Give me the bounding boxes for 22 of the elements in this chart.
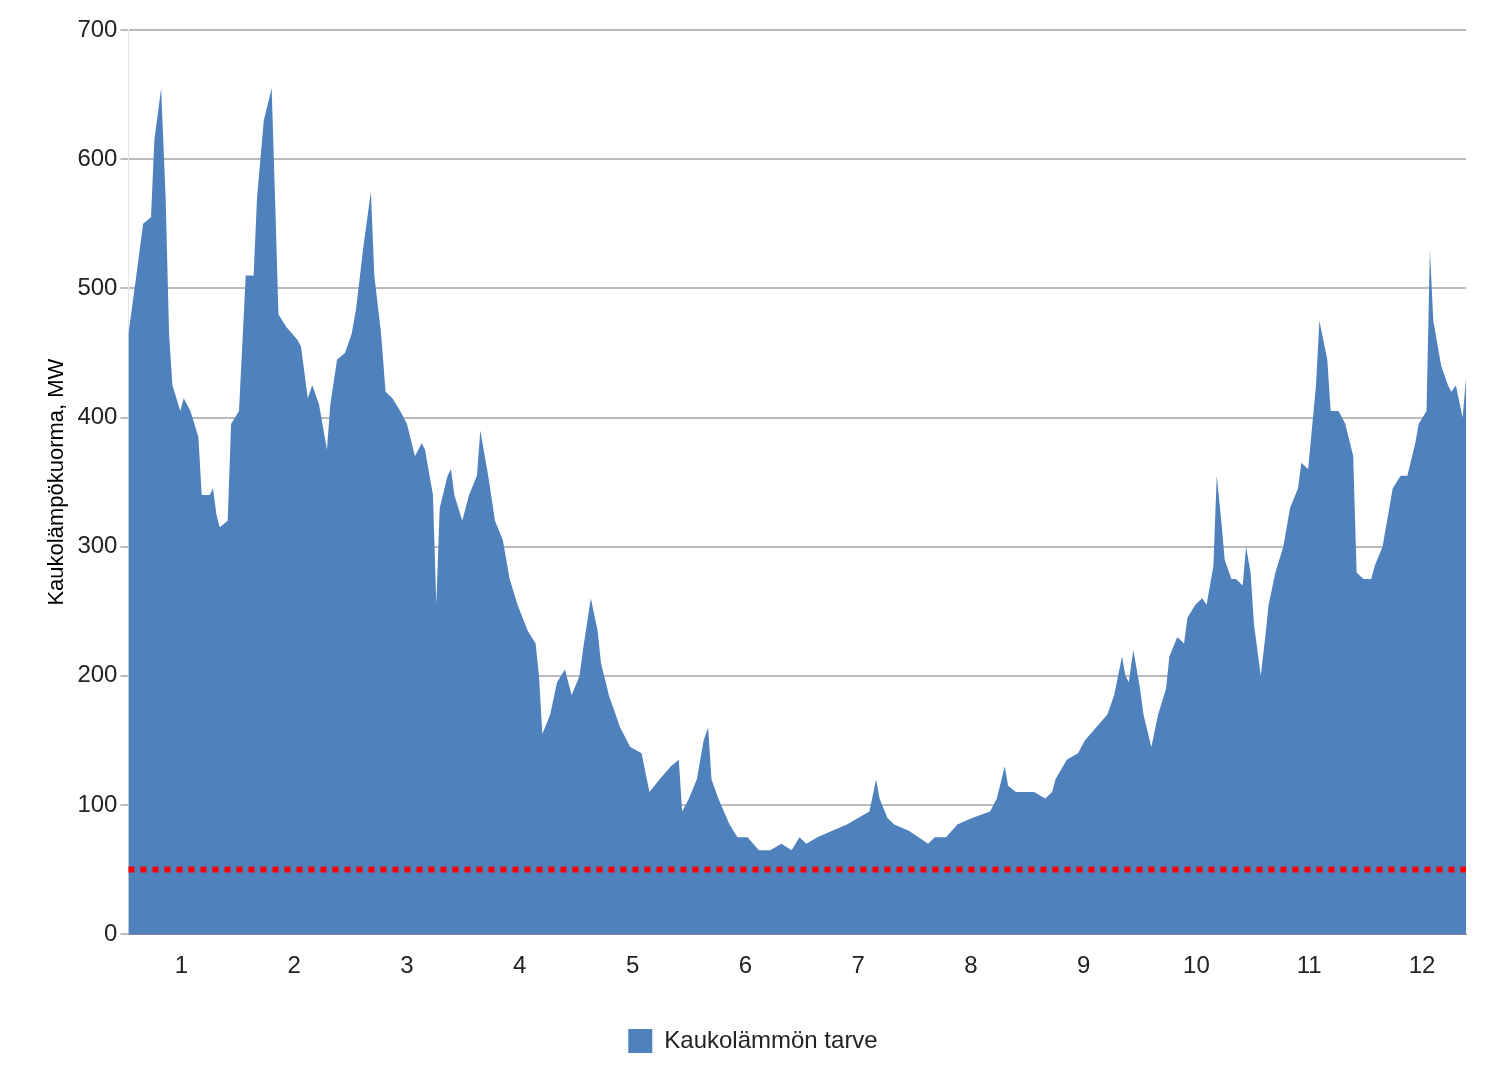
x-tick-label: 12 (1408, 951, 1436, 979)
x-tick-label: 1 (174, 951, 189, 979)
y-tick-label: 200 (77, 660, 118, 688)
x-tick-label: 6 (738, 951, 753, 979)
y-tick-label: 100 (77, 789, 118, 817)
y-tick-label: 700 (77, 14, 118, 42)
x-tick-label: 7 (851, 951, 865, 979)
x-tick-label: 2 (287, 951, 301, 979)
y-axis-title: Kaukolämpökuorma, MW (43, 358, 69, 606)
x-tick-label: 8 (964, 951, 978, 979)
y-tick-label: 300 (77, 531, 118, 559)
x-tick-label: 4 (513, 951, 527, 979)
y-tick-label: 500 (77, 272, 118, 300)
x-tick-label: 9 (1077, 951, 1091, 979)
x-tick-label: 10 (1183, 951, 1210, 979)
x-tick-label: 5 (625, 951, 640, 979)
x-tick-label: 11 (1296, 951, 1322, 979)
y-tick-label: 400 (77, 402, 118, 430)
legend-label: Kaukolämmön tarve (664, 1025, 878, 1053)
y-tick-label: 600 (77, 143, 118, 171)
y-tick-label: 0 (104, 918, 118, 946)
x-tick-label: 3 (400, 951, 414, 979)
